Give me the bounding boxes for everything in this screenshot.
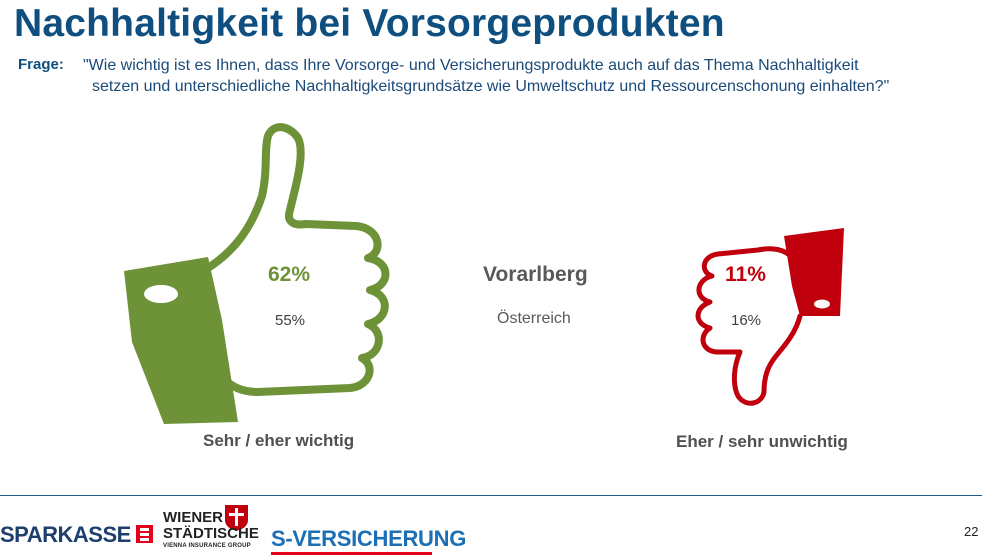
question-label: Frage:	[18, 56, 64, 73]
wiener-staedtische-emblem-icon	[225, 505, 248, 531]
unwichtig-secondary-value: 16%	[731, 312, 762, 329]
wichtig-label: Sehr / eher wichtig	[203, 431, 355, 450]
question-text: "Wie wichtig ist es Ihnen, dass Ihre Vor…	[83, 55, 988, 97]
s-versicherung-underline	[271, 552, 432, 555]
wiener-line-1: WIENER	[163, 509, 223, 526]
s-versicherung-logo: S-VERSICHERUNG	[271, 526, 467, 551]
secondary-region-label: Österreich	[497, 310, 571, 327]
primary-region-label: Vorarlberg	[483, 263, 588, 286]
sparkasse-s-icon	[135, 525, 153, 543]
thumbs-up-icon	[124, 123, 390, 424]
sparkasse-logo-text: SPARKASSE	[0, 522, 131, 547]
question-line-2: setzen und unterschiedliche Nachhaltigke…	[92, 78, 890, 95]
wichtig-primary-value: 62%	[268, 263, 311, 286]
page-number: 22	[964, 524, 979, 539]
sparkasse-logo: SPARKASSE	[0, 522, 153, 548]
unwichtig-primary-value: 11%	[725, 263, 766, 286]
wiener-staedtische-logo: WIENER STÄDTISCHE VIENNA INSURANCE GROUP	[163, 510, 259, 550]
wiener-subline: VIENNA INSURANCE GROUP	[163, 543, 251, 549]
question-line-1: "Wie wichtig ist es Ihnen, dass Ihre Vor…	[83, 57, 859, 74]
unwichtig-label: Eher / sehr unwichtig	[676, 432, 848, 451]
wiener-line-2: STÄDTISCHE	[163, 525, 259, 542]
footer-divider	[0, 495, 982, 496]
wichtig-secondary-value: 55%	[275, 312, 306, 329]
thumbs-down-icon	[695, 228, 844, 406]
page-title: Nachhaltigkeit bei Vorsorgeprodukten	[14, 2, 725, 45]
